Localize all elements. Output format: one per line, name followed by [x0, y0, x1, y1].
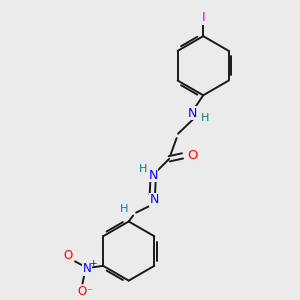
Text: N: N: [82, 262, 91, 275]
Text: +: +: [89, 259, 97, 268]
Text: O: O: [188, 149, 198, 162]
Text: O: O: [63, 249, 72, 262]
Text: H: H: [119, 204, 128, 214]
Text: O: O: [78, 285, 87, 298]
Text: I: I: [201, 11, 205, 24]
Text: N: N: [188, 106, 197, 119]
Text: ⁻: ⁻: [86, 287, 92, 297]
Text: H: H: [139, 164, 148, 174]
Text: N: N: [148, 169, 158, 182]
Text: H: H: [201, 113, 209, 123]
Text: N: N: [150, 194, 159, 206]
